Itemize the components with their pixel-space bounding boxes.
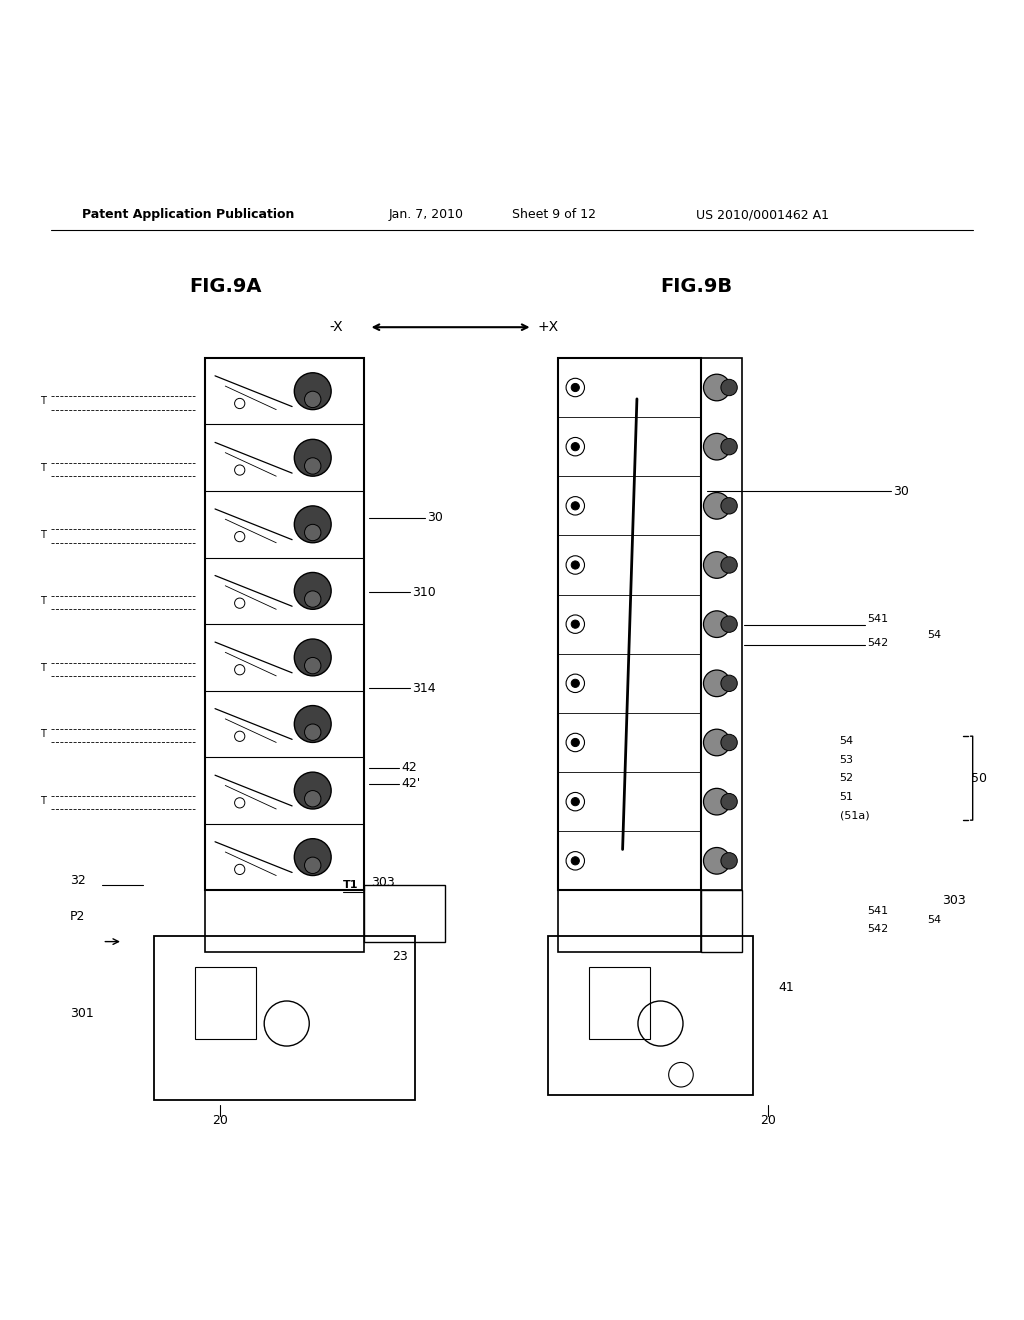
Text: 41: 41 [778, 981, 794, 994]
Circle shape [571, 680, 580, 688]
Text: T: T [40, 463, 46, 473]
Circle shape [304, 657, 321, 673]
Text: 20: 20 [760, 1114, 776, 1127]
Text: US 2010/0001462 A1: US 2010/0001462 A1 [696, 209, 829, 220]
Text: 541: 541 [867, 614, 889, 624]
Circle shape [294, 372, 331, 409]
Circle shape [294, 573, 331, 610]
Text: -X: -X [330, 321, 343, 334]
Text: 30: 30 [893, 484, 909, 498]
Bar [558, 358, 701, 891]
Circle shape [721, 616, 737, 632]
Text: 42: 42 [401, 762, 417, 775]
Circle shape [703, 671, 730, 697]
Bar [364, 886, 445, 941]
Circle shape [571, 797, 580, 805]
Circle shape [703, 788, 730, 814]
Text: 301: 301 [70, 1007, 93, 1020]
Text: T: T [40, 597, 46, 606]
Circle shape [294, 440, 331, 477]
Circle shape [304, 524, 321, 541]
Text: 542: 542 [867, 924, 889, 935]
Text: 50: 50 [971, 772, 987, 784]
Bar [154, 936, 415, 1101]
Circle shape [294, 772, 331, 809]
Circle shape [721, 557, 737, 573]
Circle shape [571, 383, 580, 392]
Circle shape [571, 857, 580, 865]
Circle shape [304, 857, 321, 874]
Text: Jan. 7, 2010: Jan. 7, 2010 [389, 209, 464, 220]
Circle shape [294, 639, 331, 676]
Circle shape [703, 433, 730, 459]
Text: 542: 542 [867, 638, 889, 648]
Text: 52: 52 [840, 774, 854, 783]
Circle shape [721, 379, 737, 396]
Text: +X: +X [538, 321, 559, 334]
Circle shape [304, 458, 321, 474]
Text: Patent Application Publication: Patent Application Publication [82, 209, 294, 220]
Bar [548, 936, 753, 1096]
Circle shape [304, 391, 321, 408]
Circle shape [703, 374, 730, 401]
Bar [589, 968, 650, 1039]
Text: 303: 303 [942, 894, 966, 907]
Bar [558, 891, 701, 952]
Text: 541: 541 [867, 906, 889, 916]
Bar [701, 358, 742, 891]
Circle shape [304, 723, 321, 741]
Text: T: T [40, 729, 46, 739]
Circle shape [571, 620, 580, 628]
Bar [195, 968, 256, 1039]
Circle shape [294, 706, 331, 742]
Text: 51: 51 [840, 792, 854, 801]
Text: 42': 42' [401, 777, 421, 791]
Circle shape [703, 492, 730, 519]
Text: 54: 54 [840, 737, 854, 746]
Circle shape [721, 498, 737, 513]
Text: T: T [40, 529, 46, 540]
Circle shape [721, 438, 737, 455]
Text: 53: 53 [840, 755, 854, 764]
Circle shape [721, 675, 737, 692]
Text: 303: 303 [371, 875, 394, 888]
Text: 32: 32 [70, 874, 85, 887]
Text: P2: P2 [70, 909, 85, 923]
Text: T: T [40, 663, 46, 673]
Circle shape [294, 838, 331, 875]
Text: 30: 30 [427, 511, 443, 524]
Circle shape [703, 552, 730, 578]
Circle shape [703, 847, 730, 874]
Bar [701, 891, 742, 952]
Circle shape [703, 729, 730, 756]
Text: 20: 20 [212, 1114, 228, 1127]
Bar [205, 358, 364, 891]
Circle shape [721, 853, 737, 869]
Text: 54: 54 [927, 630, 941, 640]
Text: 310: 310 [412, 586, 435, 599]
Text: 314: 314 [412, 681, 435, 694]
Circle shape [721, 793, 737, 810]
Text: 23: 23 [392, 950, 408, 964]
Text: Sheet 9 of 12: Sheet 9 of 12 [512, 209, 596, 220]
Circle shape [304, 791, 321, 807]
Circle shape [703, 611, 730, 638]
Circle shape [571, 561, 580, 569]
Circle shape [294, 506, 331, 543]
Circle shape [571, 502, 580, 510]
Text: T: T [40, 796, 46, 805]
Circle shape [571, 738, 580, 747]
Text: 54: 54 [927, 915, 941, 925]
Text: T1: T1 [343, 880, 358, 890]
Circle shape [721, 734, 737, 751]
Text: (51a): (51a) [840, 810, 869, 820]
Text: FIG.9A: FIG.9A [189, 277, 261, 296]
Circle shape [571, 442, 580, 450]
Bar [205, 891, 364, 952]
Text: FIG.9B: FIG.9B [660, 277, 732, 296]
Circle shape [304, 591, 321, 607]
Text: T: T [40, 396, 46, 407]
